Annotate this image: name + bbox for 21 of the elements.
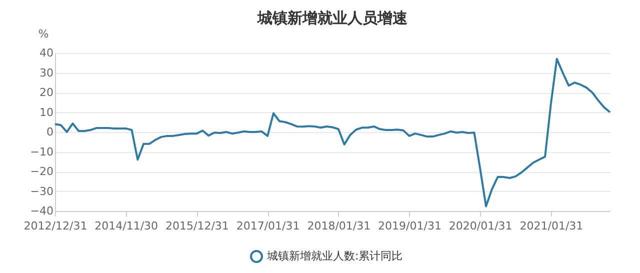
y-tick-label: −30 [30, 184, 54, 198]
y-tick-label: 40 [40, 46, 54, 60]
x-tick-label: 2017/01/31 [236, 220, 300, 232]
y-tick-label: 10 [40, 106, 54, 119]
x-tick-label: 2012/12/31 [24, 220, 88, 232]
chart-title: 城镇新增就业人员增速 [256, 9, 408, 27]
x-tick-label: 2019/01/31 [378, 220, 442, 232]
legend-label: 城镇新增就业人数:累计同比 [266, 250, 403, 262]
line-series [54, 58, 611, 208]
y-axis-title: % [38, 28, 49, 40]
y-tick-label: 30 [40, 66, 54, 80]
x-tick-label: 2020/01/31 [448, 220, 512, 232]
y-tick-label: 0 [46, 126, 54, 138]
x-tick-label: 2018/01/31 [307, 220, 371, 232]
x-tick-label: 2021/01/31 [520, 220, 584, 232]
x-tick-label: 2014/11/30 [94, 220, 158, 232]
y-tick-label: −20 [30, 165, 54, 178]
y-tick-label: −10 [30, 145, 54, 158]
x-tick-label: 2015/12/31 [166, 220, 229, 232]
y-tick-label: −40 [30, 204, 54, 218]
y-tick-label: 20 [40, 86, 54, 99]
